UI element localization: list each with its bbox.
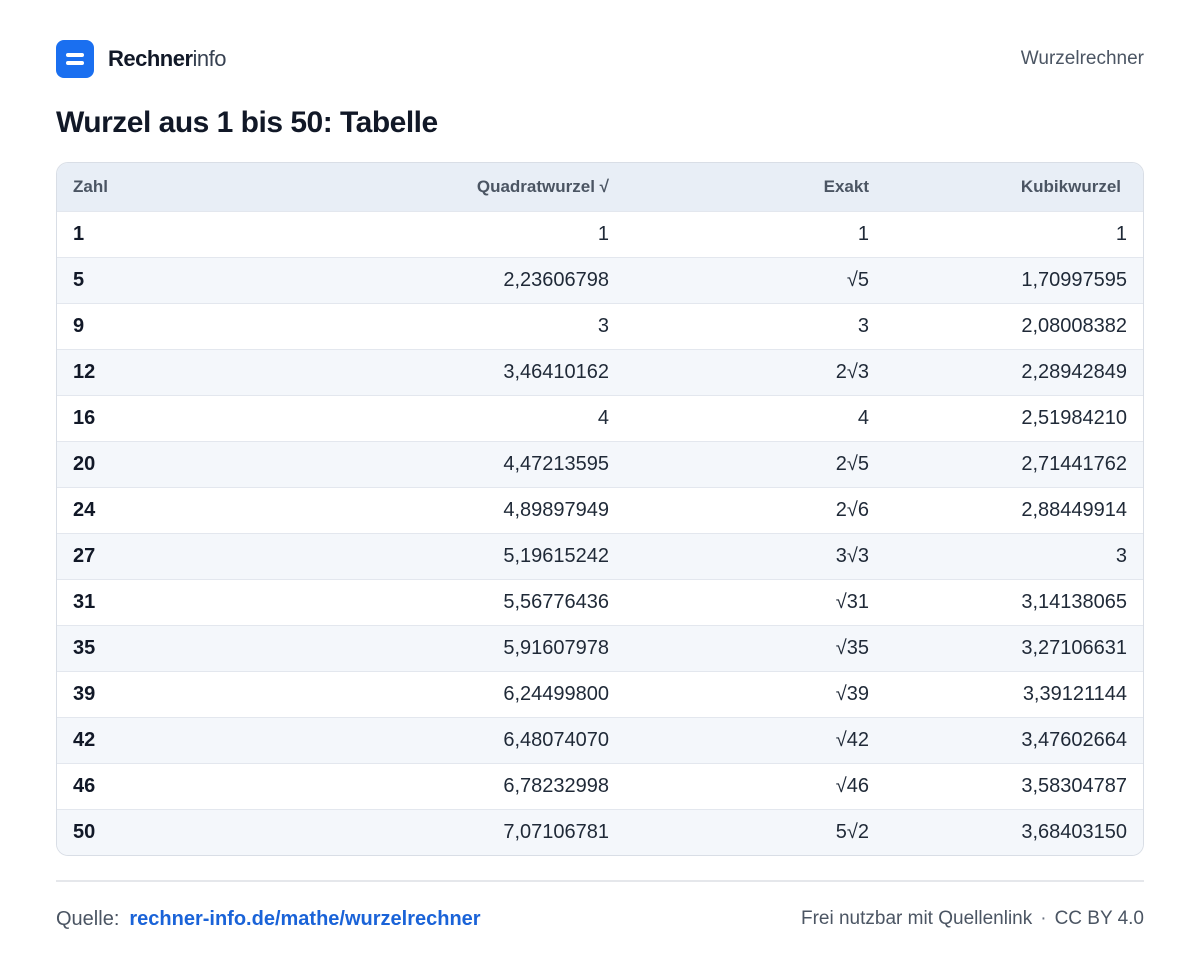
license-info: Frei nutzbar mit Quellenlink · CC BY 4.0 [801, 908, 1144, 930]
brand-name: Rechnerinfo [108, 46, 227, 72]
table-row: 24 4,89897949 2√6 2,88449914 [57, 487, 1143, 533]
cell-kubikwurzel: 3,58304787 [1021, 774, 1127, 797]
cell-quadratwurzel: 4,89897949 [503, 498, 609, 521]
cell-exakt: √42 [835, 728, 869, 751]
cell-quadratwurzel: 4 [597, 406, 609, 429]
source-info: Quelle: rechner-info.de/mathe/wurzelrech… [56, 908, 481, 931]
roots-table: Zahl Quadratwurzel √ Exakt Kubikwurzel 1… [57, 163, 1143, 855]
cell-exakt: 1 [857, 222, 869, 245]
table-header-row: Zahl Quadratwurzel √ Exakt Kubikwurzel [57, 163, 1143, 211]
cell-zahl: 46 [73, 774, 96, 797]
cell-kubikwurzel: 2,51984210 [1021, 406, 1127, 429]
cell-kubikwurzel: 1 [1115, 222, 1127, 245]
table-body: 1 1 1 1 5 2,23606798 √5 1,70997595 9 3 3 2,08008382… [57, 211, 1143, 855]
table-row: 16 4 4 2,51984210 [57, 395, 1143, 441]
cell-quadratwurzel: 3 [597, 314, 609, 337]
cell-kubikwurzel: 2,71441762 [1021, 452, 1127, 475]
cell-kubikwurzel: 3,68403150 [1021, 820, 1127, 843]
cell-exakt: 3√3 [835, 544, 869, 567]
cell-kubikwurzel: 3 [1115, 544, 1127, 567]
table-row: 27 5,19615242 3√3 3 [57, 533, 1143, 579]
cell-exakt: 2√5 [835, 452, 869, 475]
cell-kubikwurzel: 2,08008382 [1021, 314, 1127, 337]
cell-kubikwurzel: 3,39121144 [1022, 682, 1127, 705]
cell-exakt: √31 [835, 590, 869, 613]
cell-zahl: 24 [73, 498, 96, 521]
brand-name-light: info [192, 46, 227, 71]
cell-zahl: 5 [73, 268, 85, 291]
table-row: 31 5,56776436 √31 3,14138065 [57, 579, 1143, 625]
cell-kubikwurzel: 3,47602664 [1021, 728, 1127, 751]
cell-zahl: 35 [73, 636, 96, 659]
cell-exakt: 2√6 [835, 498, 869, 521]
table-row: 39 6,24499800 √39 3,39121144 [57, 671, 1143, 717]
cell-quadratwurzel: 4,47213595 [503, 452, 609, 475]
column-header-quadratwurzel: Quadratwurzel √ [476, 176, 609, 196]
brand-name-strong: Rechner [108, 46, 193, 71]
cell-quadratwurzel: 5,19615242 [503, 544, 609, 567]
license-text: Frei nutzbar mit Quellenlink [800, 908, 1033, 929]
table-row: 42 6,48074070 √42 3,47602664 [57, 717, 1143, 763]
separator-dot: · [1040, 908, 1047, 929]
table-row: 5 2,23606798 √5 1,70997595 [57, 257, 1143, 303]
cell-exakt: 4 [857, 406, 869, 429]
brand-logo[interactable]: Rechnerinfo [56, 40, 227, 78]
table-row: 9 3 3 2,08008382 [57, 303, 1143, 349]
cell-quadratwurzel: 6,78232998 [503, 774, 609, 797]
footer: Quelle: rechner-info.de/mathe/wurzelrech… [56, 904, 1144, 934]
table-row: 12 3,46410162 2√3 2,28942849 [57, 349, 1143, 395]
cell-kubikwurzel: 3,14138065 [1021, 590, 1127, 613]
cell-zahl: 39 [73, 682, 96, 705]
cell-quadratwurzel: 1 [597, 222, 609, 245]
cell-exakt: √46 [835, 774, 869, 797]
cell-quadratwurzel: 5,56776436 [503, 590, 609, 613]
table-row: 46 6,78232998 √46 3,58304787 [57, 763, 1143, 809]
table-row: 1 1 1 1 [57, 211, 1143, 257]
cell-kubikwurzel: 2,88449914 [1021, 498, 1127, 521]
column-header-zahl: Zahl [73, 176, 108, 196]
roots-table-card: Zahl Quadratwurzel √ Exakt Kubikwurzel 1… [56, 162, 1144, 856]
table-row: 50 7,07106781 5√2 3,68403150 [57, 809, 1143, 855]
cell-zahl: 16 [73, 406, 96, 429]
cell-zahl: 20 [73, 452, 96, 475]
table-row: 20 4,47213595 2√5 2,71441762 [57, 441, 1143, 487]
cell-zahl: 50 [73, 820, 96, 843]
cell-zahl: 9 [73, 314, 85, 337]
cell-zahl: 12 [73, 360, 96, 383]
cell-zahl: 1 [73, 222, 85, 245]
cell-exakt: 5√2 [835, 820, 869, 843]
cell-kubikwurzel: 3,27106631 [1021, 636, 1127, 659]
footer-divider [56, 880, 1144, 882]
site-header: Rechnerinfo Wurzelrechner [56, 40, 1144, 78]
license-name: CC BY 4.0 [1054, 908, 1144, 929]
cell-quadratwurzel: 5,91607978 [503, 636, 609, 659]
cell-quadratwurzel: 2,23606798 [503, 268, 609, 291]
equals-logo-icon [56, 40, 94, 78]
cell-exakt: 3 [857, 314, 869, 337]
cell-quadratwurzel: 3,46410162 [503, 360, 609, 383]
cell-quadratwurzel: 6,48074070 [503, 728, 609, 751]
cell-zahl: 27 [73, 544, 96, 567]
table-row: 35 5,91607978 √35 3,27106631 [57, 625, 1143, 671]
cell-quadratwurzel: 7,07106781 [503, 820, 609, 843]
cell-exakt: √5 [846, 268, 869, 291]
cell-exakt: 2√3 [835, 360, 869, 383]
cell-zahl: 31 [73, 590, 96, 613]
page-title: Wurzel aus 1 bis 50: Tabelle [56, 106, 438, 139]
cell-kubikwurzel: 1,70997595 [1021, 268, 1127, 291]
column-header-exakt: Exakt [823, 176, 869, 196]
header-nav-link[interactable]: Wurzelrechner [1020, 48, 1144, 69]
cell-zahl: 42 [73, 728, 96, 751]
source-link[interactable]: rechner-info.de/mathe/wurzelrechner [129, 907, 481, 930]
source-label: Quelle: [56, 907, 120, 930]
cell-exakt: √39 [835, 682, 869, 705]
column-header-kubikwurzel: Kubikwurzel [1020, 176, 1121, 196]
cell-kubikwurzel: 2,28942849 [1021, 360, 1127, 383]
cell-quadratwurzel: 6,24499800 [503, 682, 609, 705]
cell-exakt: √35 [835, 636, 869, 659]
